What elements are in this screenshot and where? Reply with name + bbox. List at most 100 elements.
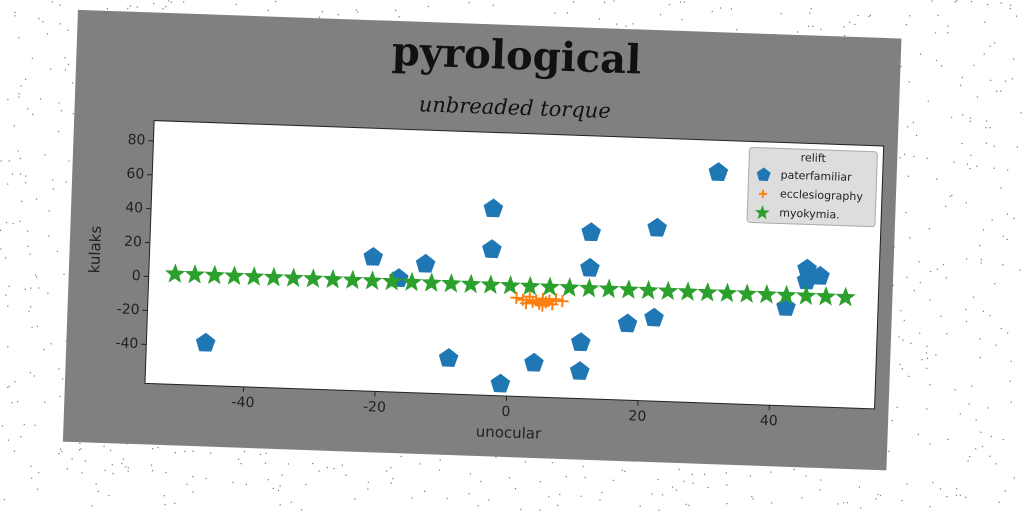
noise-dot xyxy=(580,495,582,497)
noise-dot xyxy=(837,503,839,505)
noise-dot xyxy=(24,182,27,184)
noise-dot xyxy=(940,315,942,318)
noise-dot xyxy=(28,310,30,312)
noise-dot xyxy=(38,472,40,474)
noise-dot xyxy=(613,0,615,2)
data-point xyxy=(415,253,436,273)
noise-dot xyxy=(996,90,998,92)
y-tick-label: -20 xyxy=(116,301,139,318)
noise-dot xyxy=(987,407,989,409)
noise-dot xyxy=(477,505,479,507)
noise-dot xyxy=(25,175,27,177)
noise-dot xyxy=(965,258,968,260)
noise-dot xyxy=(277,489,280,492)
noise-dot xyxy=(508,477,511,479)
noise-dot xyxy=(548,496,550,498)
noise-dot xyxy=(660,13,662,16)
noise-dot xyxy=(539,509,541,511)
noise-dot xyxy=(989,314,991,317)
noise-dot xyxy=(905,24,907,26)
noise-dot xyxy=(683,1,686,3)
x-tick-label: -40 xyxy=(231,394,254,411)
noise-dot xyxy=(67,63,70,65)
noise-dot xyxy=(888,450,890,453)
noise-dot xyxy=(931,0,933,2)
noise-dot xyxy=(929,506,931,508)
noise-dot xyxy=(557,504,559,507)
noise-dot xyxy=(52,179,54,181)
noise-dot xyxy=(584,476,586,479)
noise-dot xyxy=(0,229,2,231)
noise-dot xyxy=(959,494,961,496)
noise-dot xyxy=(279,485,281,487)
noise-dot xyxy=(150,464,153,466)
noise-dot xyxy=(394,9,397,11)
data-point xyxy=(638,279,659,300)
noise-dot xyxy=(805,475,807,477)
noise-dot xyxy=(136,6,138,8)
noise-dot xyxy=(58,368,60,370)
legend-box xyxy=(746,146,878,228)
noise-dot xyxy=(58,130,60,133)
x-axis-label: unocular xyxy=(475,422,542,442)
noise-dot xyxy=(949,195,952,198)
noise-dot xyxy=(809,12,811,14)
noise-dot xyxy=(1020,112,1022,114)
data-point xyxy=(717,282,738,303)
noise-dot xyxy=(281,474,283,476)
noise-dot xyxy=(514,488,517,490)
noise-dot xyxy=(946,495,948,498)
noise-dot xyxy=(127,7,129,9)
noise-dot xyxy=(879,494,882,497)
data-point xyxy=(536,299,549,312)
noise-dot xyxy=(5,221,8,224)
noise-dot xyxy=(539,480,541,483)
noise-dot xyxy=(891,419,893,422)
noise-dot xyxy=(927,100,929,102)
noise-dot xyxy=(50,343,52,345)
noise-dot xyxy=(877,493,879,496)
data-point xyxy=(441,273,462,293)
noise-dot xyxy=(801,497,803,499)
noise-dot xyxy=(127,467,129,469)
data-point xyxy=(618,279,639,299)
noise-dot xyxy=(390,467,392,469)
data-point xyxy=(524,352,544,372)
noise-dot xyxy=(109,449,112,452)
noise-dot xyxy=(917,433,919,436)
noise-dot xyxy=(993,167,995,169)
noise-dot xyxy=(598,18,601,20)
noise-dot xyxy=(19,220,21,222)
data-point xyxy=(519,275,541,296)
noise-dot xyxy=(730,8,732,10)
noise-dot xyxy=(243,450,246,453)
noise-dot xyxy=(157,446,159,449)
noise-dot xyxy=(48,235,50,237)
noise-dot xyxy=(820,28,822,31)
noise-dot xyxy=(954,1,956,3)
noise-dot xyxy=(903,153,906,155)
noise-dot xyxy=(170,1,173,3)
noise-dot xyxy=(808,25,810,27)
noise-dot xyxy=(34,274,37,276)
data-point xyxy=(697,281,718,302)
noise-dot xyxy=(27,245,29,247)
noise-dot xyxy=(1009,7,1011,10)
noise-dot xyxy=(981,445,984,448)
noise-dot xyxy=(939,488,942,490)
noise-dot xyxy=(49,68,52,70)
noise-dot xyxy=(67,29,69,31)
noise-dot xyxy=(951,116,953,118)
x-tick-label: -20 xyxy=(363,399,386,416)
noise-dot xyxy=(18,93,20,95)
noise-dot xyxy=(612,479,615,481)
noise-dot xyxy=(860,507,862,509)
data-point xyxy=(381,270,403,291)
noise-dot xyxy=(1006,213,1009,215)
noise-dot xyxy=(1010,401,1012,403)
noise-dot xyxy=(356,11,359,13)
noise-dot xyxy=(275,0,277,3)
noise-dot xyxy=(966,163,969,165)
noise-dot xyxy=(909,237,911,239)
data-point xyxy=(570,332,591,352)
